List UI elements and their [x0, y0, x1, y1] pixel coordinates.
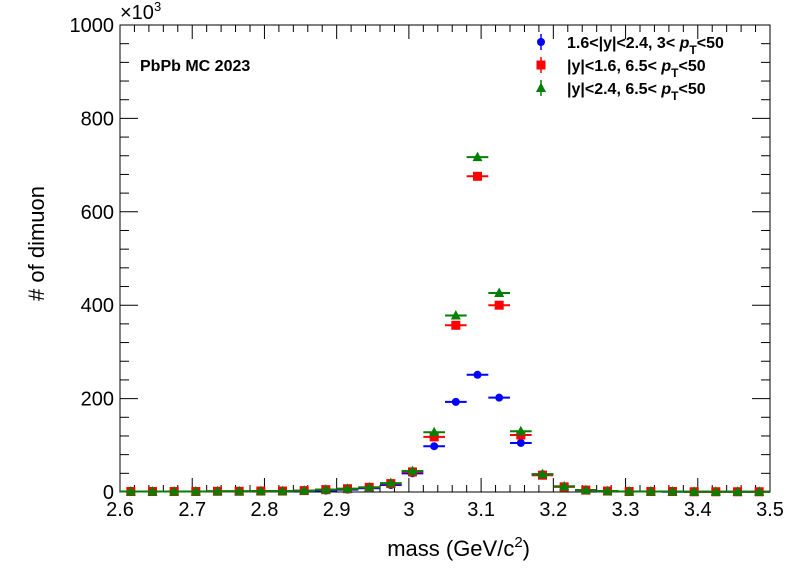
data-point — [732, 486, 743, 496]
data-point — [754, 486, 765, 496]
data-point — [277, 485, 288, 496]
data-point — [473, 370, 482, 379]
data-point — [559, 480, 570, 491]
data-point — [645, 486, 656, 496]
y-tick-label: 200 — [81, 389, 114, 411]
data-point — [429, 432, 439, 442]
data-point — [430, 442, 439, 451]
y-tick-label: 800 — [81, 108, 114, 130]
data-point — [537, 38, 545, 46]
data-point — [689, 486, 700, 496]
series-triangle — [120, 151, 770, 496]
x-axis-title: mass (GeV/c2) — [387, 534, 530, 561]
data-point — [147, 486, 158, 496]
data-point — [385, 477, 396, 488]
data-point — [473, 171, 482, 181]
x-tick-label: 3 — [403, 499, 414, 521]
x-tick-label: 3.3 — [612, 499, 640, 521]
data-point — [451, 397, 460, 406]
data-point — [190, 486, 201, 496]
legend-entry: |y|<2.4, 6.5< pT<50 — [536, 80, 706, 103]
series-circle — [120, 370, 770, 496]
legend-entry: |y|<1.6, 6.5< pT<50 — [536, 57, 706, 80]
legend-entry: 1.6<|y|<2.4, 3< pT<50 — [537, 34, 724, 57]
x-tick-label: 2.9 — [323, 499, 351, 521]
data-point — [234, 485, 245, 496]
x-tick-label: 2.6 — [106, 499, 134, 521]
data-point — [602, 485, 613, 496]
data-point — [255, 485, 266, 496]
legend-label: |y|<1.6, 6.5< pT<50 — [567, 58, 706, 80]
legend-label: 1.6<|y|<2.4, 3< pT<50 — [567, 35, 724, 57]
data-point — [494, 287, 505, 298]
data-point — [169, 486, 180, 496]
data-point — [342, 483, 353, 493]
x-tick-label: 2.7 — [178, 499, 206, 521]
axis-tick-labels: 2.6 2.7 2.8 2.9 3 3.1 3.2 3.3 3.4 3.5 0 200 400 600 80… — [70, 15, 784, 521]
data-point — [320, 484, 331, 494]
data-point — [451, 320, 461, 330]
x-tick-label: 3.5 — [756, 499, 784, 521]
data-markers — [120, 151, 770, 497]
y-axis-title: # of dimuon — [24, 186, 49, 301]
y-tick-label: 0 — [103, 482, 114, 504]
legend-label: |y|<2.4, 6.5< pT<50 — [567, 81, 706, 103]
y-tick-label: 400 — [81, 295, 114, 317]
data-point — [710, 486, 721, 496]
data-point — [495, 393, 504, 402]
legend: 1.6<|y|<2.4, 3< pT<50|y|<1.6, 6.5< pT<50… — [536, 34, 724, 103]
x-tick-label: 2.8 — [251, 499, 279, 521]
series-square — [120, 171, 770, 497]
data-point — [537, 468, 548, 479]
data-point — [536, 60, 546, 70]
data-point — [472, 151, 483, 162]
annotation-label: PbPb MC 2023 — [140, 58, 250, 75]
plot-frame — [119, 24, 771, 493]
data-point — [580, 484, 591, 495]
data-point — [667, 486, 678, 496]
data-point — [429, 426, 440, 437]
y-axis-exponent: ×103 — [120, 0, 161, 24]
data-point — [536, 82, 546, 92]
data-point — [407, 465, 418, 475]
y-tick-label: 600 — [81, 202, 114, 224]
data-point — [516, 438, 525, 447]
data-point — [450, 309, 461, 320]
y-tick-label: 1000 — [70, 15, 115, 37]
data-point — [299, 485, 310, 495]
data-point — [624, 486, 635, 496]
data-point — [515, 425, 526, 436]
x-tick-label: 3.4 — [684, 499, 712, 521]
data-point — [364, 481, 375, 492]
data-point — [494, 300, 504, 310]
data-point — [212, 485, 223, 496]
x-tick-label: 3.2 — [539, 499, 567, 521]
x-tick-label: 3.1 — [467, 499, 495, 521]
data-point — [125, 486, 136, 496]
